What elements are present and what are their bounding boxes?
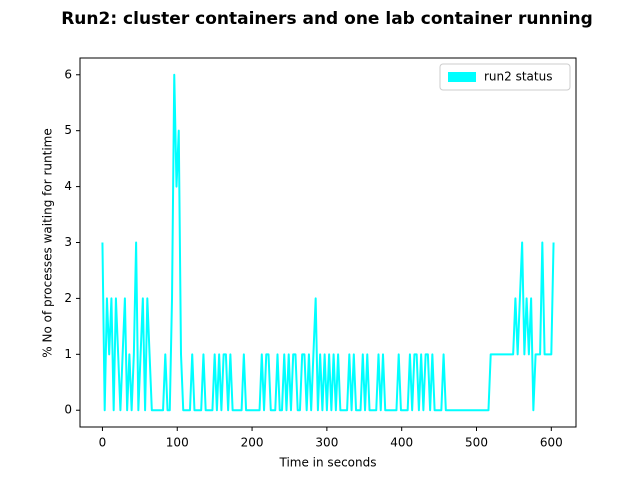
x-tick-label: 200	[241, 436, 264, 450]
chart-title: Run2: cluster containers and one lab con…	[61, 9, 593, 29]
y-axis-label: % No of processes waiting for runtime	[41, 128, 55, 357]
x-axis-label: Time in seconds	[279, 456, 377, 470]
plot-frame	[79, 57, 577, 428]
y-tick-label: 4	[64, 179, 72, 193]
y-tick-label: 5	[64, 123, 72, 137]
x-tick-label: 400	[390, 436, 413, 450]
x-tick-label: 500	[465, 436, 488, 450]
legend-swatch	[448, 72, 476, 82]
y-tick-label: 6	[64, 67, 72, 81]
x-tick-label: 100	[166, 436, 189, 450]
x-tick-label: 0	[99, 436, 107, 450]
legend-box	[439, 63, 571, 91]
x-tick-label: 300	[315, 436, 338, 450]
data-line	[101, 73, 555, 412]
x-tick-label: 600	[540, 436, 563, 450]
y-tick-label: 3	[64, 235, 72, 249]
y-tick-label: 2	[64, 291, 72, 305]
y-tick-label: 0	[64, 403, 72, 417]
legend-label: run2 status	[484, 70, 552, 84]
y-tick-label: 1	[64, 347, 72, 361]
legend: run2 status	[439, 63, 571, 91]
